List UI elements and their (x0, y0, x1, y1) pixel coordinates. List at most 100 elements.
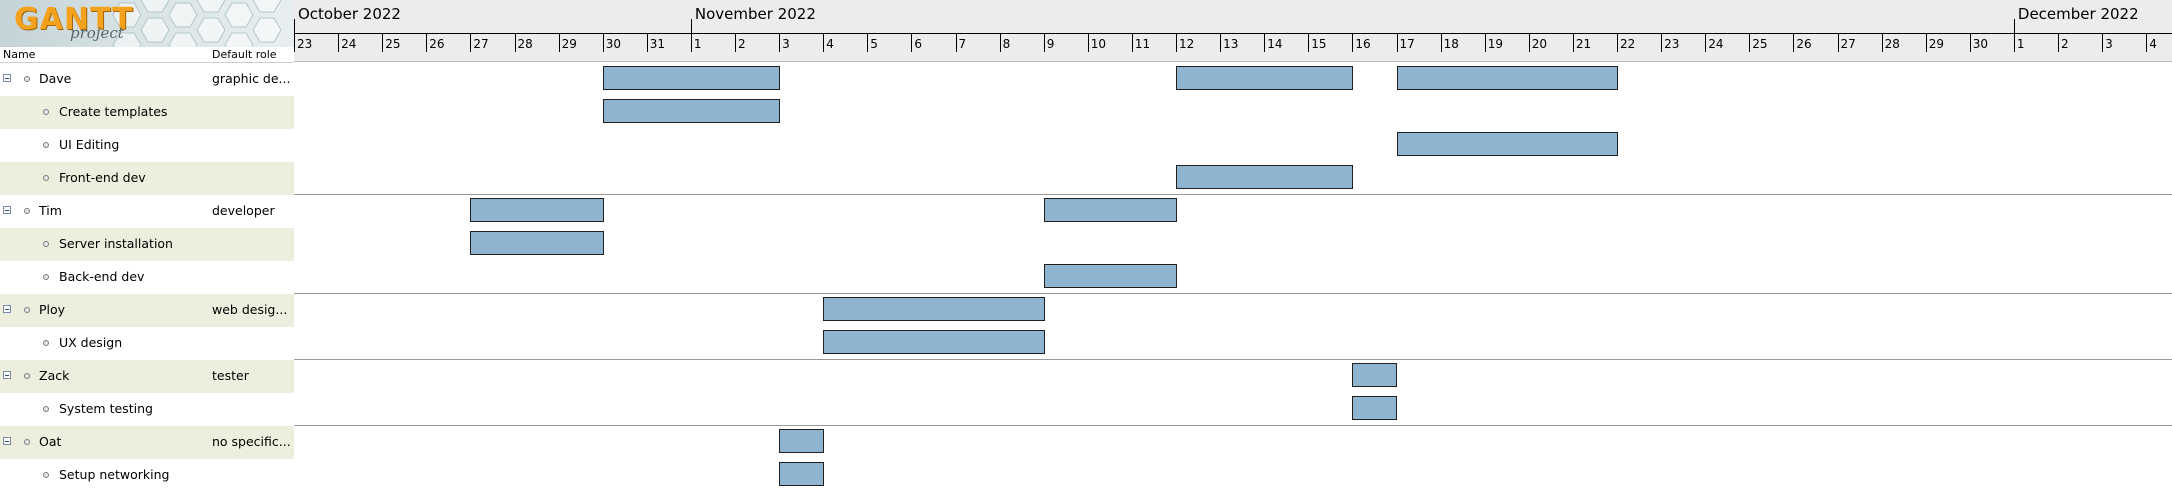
day-tick (1308, 34, 1310, 52)
hexagon-pattern-icon (112, 0, 282, 47)
day-tick (1969, 34, 1971, 52)
day-tick (1043, 34, 1045, 52)
task-bar[interactable] (1352, 396, 1398, 420)
task-row[interactable]: Create templates (0, 96, 294, 129)
day-label: 25 (385, 37, 401, 51)
day-tick (1396, 34, 1398, 52)
task-bar[interactable] (470, 231, 604, 255)
day-label: 26 (429, 37, 445, 51)
task-bar[interactable] (779, 429, 825, 453)
task-bar[interactable] (470, 198, 604, 222)
day-tick (426, 34, 428, 52)
day-label: 27 (1840, 37, 1856, 51)
day-label: 19 (1487, 37, 1503, 51)
task-bar[interactable] (1176, 165, 1354, 189)
collapse-toggle-icon[interactable] (3, 437, 11, 445)
task-row[interactable]: UI Editing (0, 129, 294, 162)
day-label: 3 (2105, 37, 2113, 51)
task-bar[interactable] (823, 297, 1045, 321)
task-row[interactable]: Setup networking (0, 459, 294, 492)
day-label: 2 (2061, 37, 2069, 51)
month-label: November 2022 (694, 5, 816, 23)
gantt-chart-area[interactable]: October 2022 November 2022 December 2022 23… (294, 0, 2172, 492)
day-label: 6 (914, 37, 923, 51)
task-bar[interactable] (779, 462, 825, 486)
task-bar[interactable] (823, 330, 1045, 354)
task-bar[interactable] (1396, 66, 1618, 90)
day-tick (1837, 34, 1839, 52)
day-tick (294, 34, 295, 52)
day-tick (1220, 34, 1222, 52)
day-label: 24 (1708, 37, 1724, 51)
day-tick (514, 34, 516, 52)
day-tick (470, 34, 472, 52)
day-tick (2058, 34, 2059, 52)
day-tick (690, 34, 692, 52)
resource-group-separator (294, 425, 2172, 426)
logo-text: GANTT (14, 2, 134, 37)
resource-group-separator (294, 359, 2172, 360)
day-tick (646, 34, 648, 52)
day-label: 24 (341, 37, 357, 51)
task-name: Setup networking (59, 467, 170, 482)
task-bar[interactable] (1396, 132, 1618, 156)
task-row[interactable]: Front-end dev (0, 162, 294, 195)
resource-bullet-icon (24, 76, 30, 82)
collapse-toggle-icon[interactable] (3, 371, 11, 379)
resource-row[interactable]: Oat no specific... (0, 426, 294, 459)
day-tick (1528, 34, 1530, 52)
resource-row[interactable]: Tim developer (0, 195, 294, 228)
resource-group-separator (294, 194, 2172, 195)
day-label: 14 (1267, 37, 1283, 51)
day-label: 30 (605, 37, 621, 51)
resource-row[interactable]: Zack tester (0, 360, 294, 393)
day-label: 29 (561, 37, 577, 51)
resource-row[interactable]: Dave graphic de... (0, 63, 294, 96)
day-tick (1705, 34, 1707, 52)
month-tick (2013, 19, 2015, 41)
task-tree-panel: GANTT project Name Default role Dave grap… (0, 0, 294, 492)
resource-bullet-icon (24, 439, 30, 445)
collapse-toggle-icon[interactable] (3, 305, 11, 313)
task-name: UX design (59, 335, 123, 350)
day-label: 13 (1223, 37, 1239, 51)
day-label: 9 (1046, 37, 1055, 51)
day-label: 1 (693, 37, 702, 51)
day-label: 23 (1664, 37, 1680, 51)
resource-name: Tim (39, 203, 62, 218)
resource-name: Zack (39, 368, 70, 383)
task-row[interactable]: Server installation (0, 228, 294, 261)
day-tick (779, 34, 781, 52)
month-label: October 2022 (298, 5, 401, 23)
task-row[interactable]: Back-end dev (0, 261, 294, 294)
task-bar[interactable] (602, 99, 781, 123)
resource-row[interactable]: Ploy web desig... (0, 294, 294, 327)
day-label: 26 (1796, 37, 1812, 51)
resource-role: developer (212, 203, 275, 218)
day-tick (911, 34, 913, 52)
task-bullet-icon (43, 175, 49, 181)
resource-name: Ploy (39, 302, 66, 317)
task-bar[interactable] (1352, 363, 1398, 387)
day-tick (1131, 34, 1133, 52)
collapse-toggle-icon[interactable] (3, 74, 11, 82)
day-tick (338, 34, 340, 52)
task-bar[interactable] (1043, 264, 1177, 288)
resource-role: graphic de... (212, 71, 291, 86)
day-label: 29 (1928, 37, 1944, 51)
task-bullet-icon (43, 142, 49, 148)
day-label: 3 (782, 37, 790, 51)
resource-group-separator (294, 293, 2172, 294)
column-header-role[interactable]: Default role (212, 48, 277, 61)
task-bar[interactable] (602, 66, 781, 90)
day-label: 22 (1620, 37, 1636, 51)
column-header-name[interactable]: Name (3, 48, 36, 61)
resource-role: no specific... (212, 434, 291, 449)
task-bar[interactable] (1043, 198, 1177, 222)
day-tick (1793, 34, 1795, 52)
collapse-toggle-icon[interactable] (3, 206, 11, 214)
task-bullet-icon (43, 472, 49, 478)
task-row[interactable]: System testing (0, 393, 294, 426)
task-row[interactable]: UX design (0, 327, 294, 360)
task-bar[interactable] (1176, 66, 1354, 90)
